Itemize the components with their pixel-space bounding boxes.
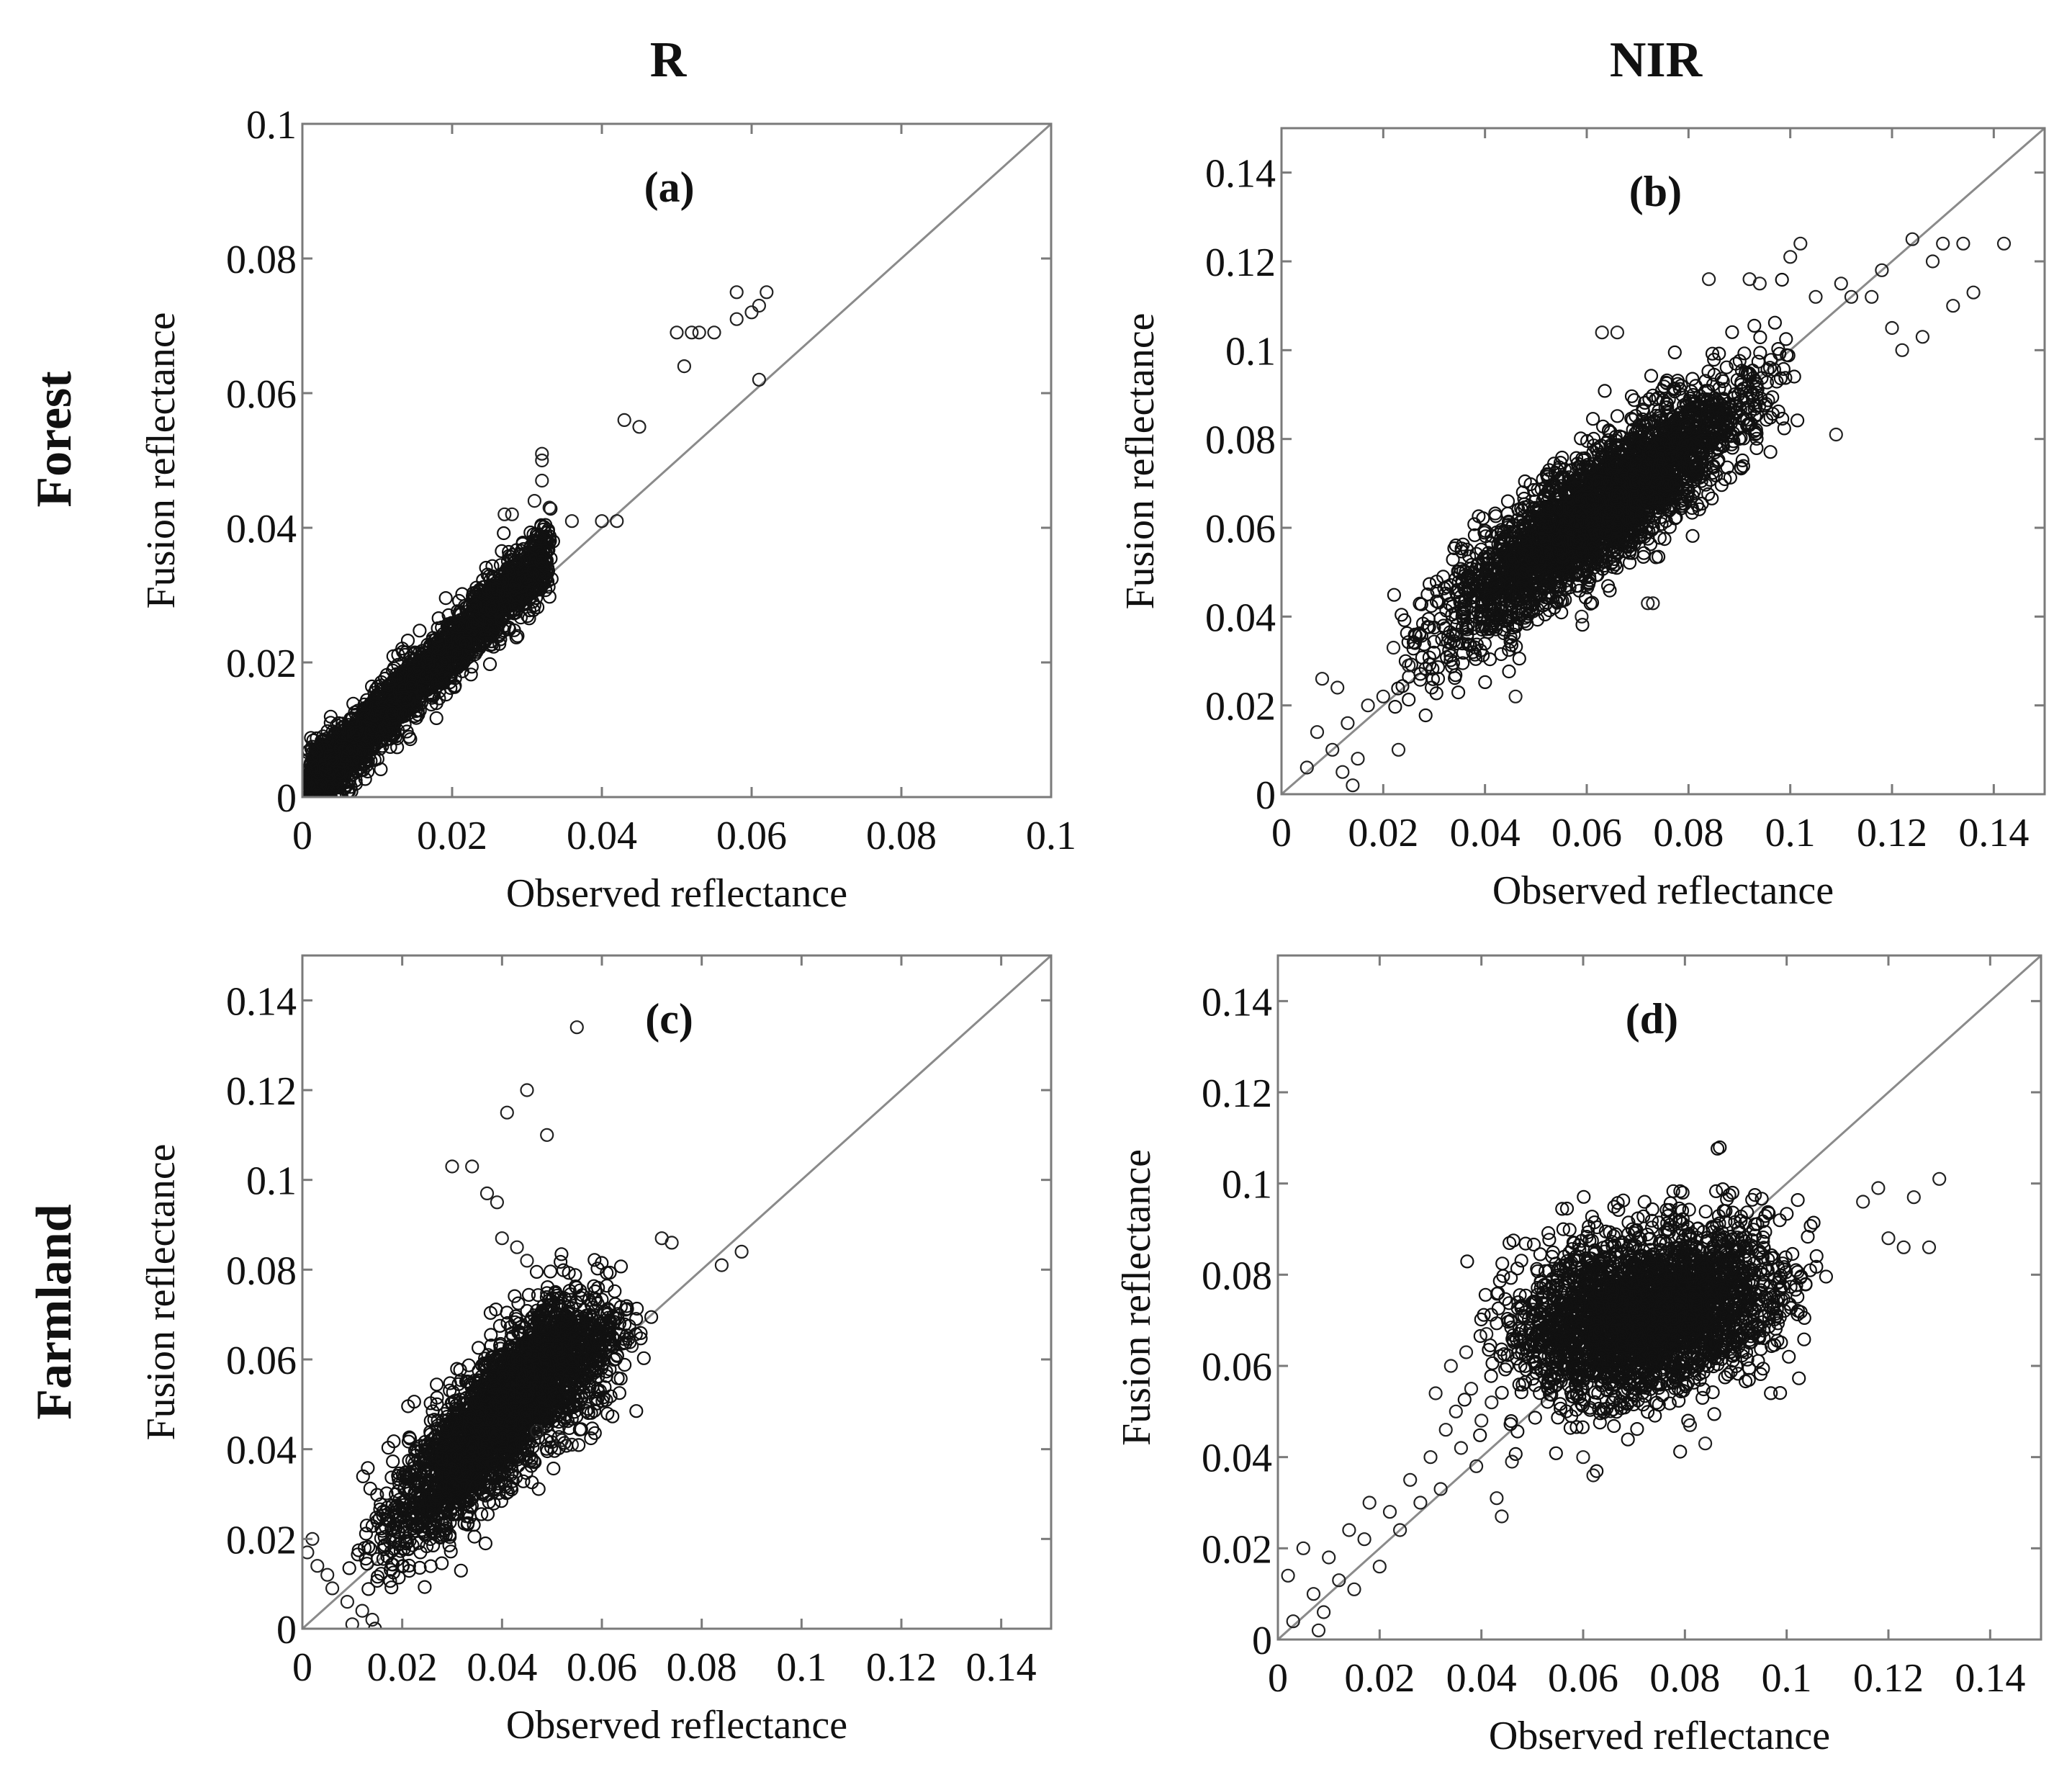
scatter-point — [731, 313, 743, 325]
scatter-point — [1420, 709, 1432, 721]
panel-label: (a) — [644, 163, 695, 211]
scatter-point — [497, 527, 510, 539]
scatter-point — [611, 515, 623, 527]
scatter-point — [1602, 580, 1614, 592]
scatter-point — [498, 508, 510, 521]
scatter-point — [1754, 347, 1766, 359]
x-tick-label: 0.08 — [866, 814, 937, 858]
scatter-point — [1388, 589, 1400, 601]
scatter-point — [1434, 613, 1446, 625]
point-cloud — [1301, 233, 2010, 791]
scatter-point — [1502, 495, 1514, 508]
x-tick-label: 0.02 — [417, 814, 487, 858]
panels: 0 0.02 0.04 0.06 0.08 0.1 00.020.040.060.080.1… — [139, 103, 2045, 1758]
scatter-point — [760, 286, 773, 298]
scatter-point — [708, 326, 721, 338]
scatter-point — [596, 515, 608, 527]
scatter-point — [413, 624, 425, 637]
y-tick-label: 0.06 — [226, 372, 297, 417]
scatter-point — [1599, 384, 1611, 397]
scatter-point — [1791, 414, 1803, 426]
scatter-point — [634, 420, 646, 433]
scatter-point — [1686, 373, 1698, 385]
scatter-point — [440, 592, 452, 604]
scatter-point — [753, 374, 765, 386]
scatter-point — [1769, 317, 1781, 329]
scatter-point — [671, 326, 683, 338]
column-header-nir: NIR — [1610, 32, 1703, 88]
x-tick-label: 0.06 — [716, 814, 787, 858]
scatter-point — [753, 300, 765, 312]
scatter-point — [678, 360, 690, 372]
scatter-point — [1752, 356, 1765, 368]
scatter-point — [1645, 369, 1657, 382]
scatter-point — [1479, 676, 1491, 688]
point-cloud — [299, 286, 773, 803]
scatter-point — [1389, 701, 1401, 713]
scatter-point — [347, 698, 359, 710]
y-tick-label: 0.1 — [246, 103, 297, 148]
scatter-point — [431, 712, 443, 724]
scatter-point — [1754, 331, 1766, 343]
scatter-point — [693, 326, 706, 338]
x-axis-label: Observed reflectance — [506, 871, 847, 916]
scatter-point — [536, 475, 548, 487]
scatter-point — [1726, 326, 1738, 338]
row-header-forest: Forest — [27, 371, 82, 507]
scatter-point — [746, 306, 758, 318]
scatter-point — [1776, 274, 1788, 286]
scatter-point — [484, 658, 496, 670]
scatter-point — [1669, 346, 1681, 359]
y-axis-label: Fusion reflectance — [139, 312, 184, 608]
y-tick-label: 0.04 — [226, 507, 297, 552]
scatter-point — [618, 414, 631, 426]
column-header-r: R — [650, 32, 688, 88]
y-tick-label: 0.08 — [226, 238, 297, 282]
scatter-point — [1611, 410, 1623, 422]
scatter-point — [1587, 413, 1599, 425]
row-header-farmland: Farmland — [27, 1204, 82, 1420]
scatter-point — [528, 495, 541, 507]
y-tick-label: 0.02 — [226, 642, 297, 686]
x-tick-label: 0.04 — [567, 814, 637, 858]
scatter-point — [566, 515, 578, 527]
x-tick-label: 0.1 — [1026, 814, 1076, 858]
scatter-point — [1452, 686, 1464, 698]
scatter-point — [1765, 446, 1777, 458]
scatter-point — [1484, 653, 1496, 665]
y-tick-label: 0 — [276, 776, 297, 821]
scatter-point — [731, 286, 743, 298]
